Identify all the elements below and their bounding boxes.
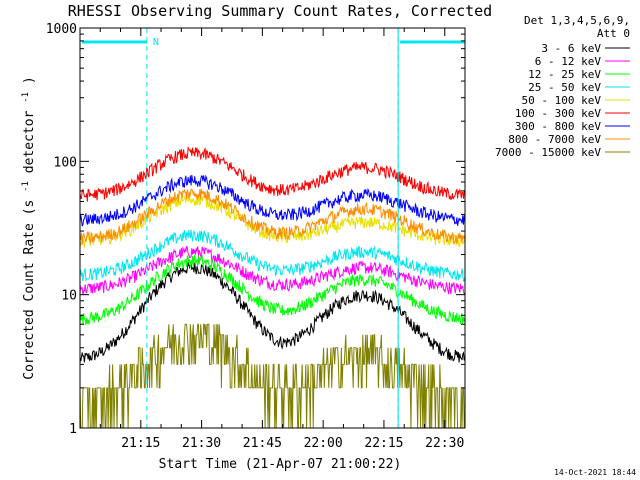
legend-label: 300 - 800 keV xyxy=(515,120,601,133)
legend-label: 25 - 50 keV xyxy=(528,81,601,94)
x-tick-label: 22:30 xyxy=(425,436,464,451)
series-line-6-to-12kev xyxy=(79,245,466,296)
x-tick-label: 22:15 xyxy=(364,436,403,451)
legend-label: 100 - 300 keV xyxy=(515,107,601,120)
y-tick-label: 1 xyxy=(69,422,77,437)
y-tick-label: 10 xyxy=(61,289,77,304)
y-axis-label-main: Corrected Count Rate (s xyxy=(22,200,37,380)
series-line-50-to-100kev xyxy=(79,194,466,248)
x-tick-label: 21:15 xyxy=(121,436,160,451)
night-bar-label: N xyxy=(153,37,159,48)
series-line-12-to-25kev xyxy=(79,254,466,326)
legend-label: 7000 - 15000 keV xyxy=(495,146,601,159)
x-axis-label: Start Time (21-Apr-07 21:00:22) xyxy=(159,457,402,472)
legend-attenuator: Att 0 xyxy=(597,27,630,40)
plot-timestamp: 14-Oct-2021 18:44 xyxy=(554,468,636,477)
x-tick-label: 21:30 xyxy=(182,436,221,451)
legend-detectors: Det 1,3,4,5,6,9, xyxy=(524,14,630,27)
legend-label: 50 - 100 keV xyxy=(522,94,602,107)
legend-label: 12 - 25 keV xyxy=(528,68,601,81)
legend-label: 3 - 6 keV xyxy=(541,42,601,55)
series-line-800-to-7000kev xyxy=(79,188,466,245)
legend-label: 800 - 7000 keV xyxy=(508,133,601,146)
axis-layer: 21:15 21:30 21:45 22:00 22:15 22:30 1 10 100 1000 xyxy=(46,22,465,451)
series-line-3-to-6kev xyxy=(79,262,466,363)
y-axis-label-superscript: -1 xyxy=(21,181,31,192)
series-layer xyxy=(79,145,466,429)
legend-label: 6 - 12 keV xyxy=(535,55,602,68)
series-line-100-to-300kev xyxy=(79,145,466,202)
series-line-25-to-50kev xyxy=(79,229,466,282)
y-axis-label-superscript-2: -1 xyxy=(21,92,31,103)
y-tick-label: 1000 xyxy=(46,22,77,37)
y-axis-label: Corrected Count Rate (s -1 detector -1 ) xyxy=(17,76,37,379)
x-tick-label: 21:45 xyxy=(243,436,282,451)
y-axis-label-end: ) xyxy=(22,76,37,84)
y-axis-label-middle: detector xyxy=(22,110,37,173)
y-tick-label: 100 xyxy=(54,155,77,170)
chart-title: RHESSI Observing Summary Count Rates, Co… xyxy=(68,2,492,20)
series-line-7000-to-15000kev xyxy=(79,323,465,429)
plot-frame xyxy=(79,27,466,429)
x-tick-label: 22:00 xyxy=(304,436,343,451)
series-line-300-to-800kev xyxy=(79,174,466,227)
